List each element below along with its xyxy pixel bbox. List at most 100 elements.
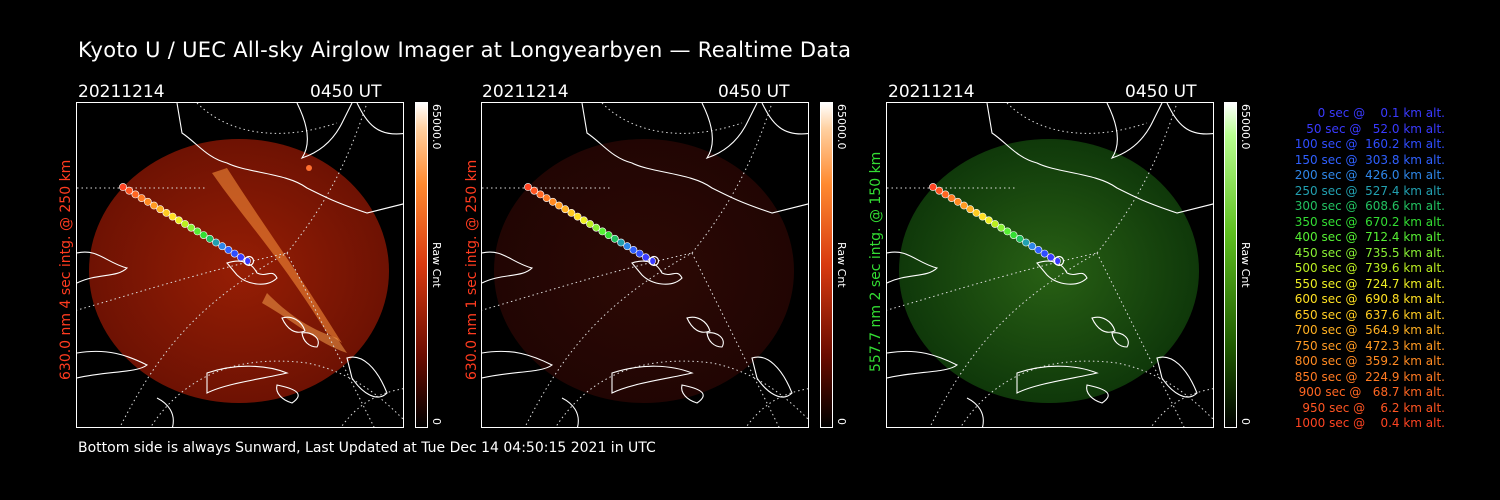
grid-line [601, 103, 743, 134]
panel-3-colorbar-max: 65000.0 [1239, 104, 1252, 150]
trajectory-point [1009, 231, 1018, 239]
trajectory-point [174, 216, 183, 225]
panel-1-side-label: 630.0 nm 4 sec intg. @ 250 km [58, 159, 74, 380]
coastline [482, 350, 554, 379]
coastline [1091, 316, 1116, 333]
trajectory-point [1022, 238, 1030, 247]
star-spot [306, 165, 312, 171]
grid-line [77, 252, 288, 311]
grid-line [1096, 252, 1185, 427]
station-marker [648, 255, 660, 267]
trajectory-point [984, 216, 993, 225]
station-marker [243, 255, 255, 267]
trajectory-point [1040, 249, 1049, 258]
trajectory-point [641, 253, 650, 262]
legend-entry: 700 sec @ 564.9 km alt. [1290, 323, 1445, 337]
trajectory-point [960, 201, 968, 210]
panel-2-time: 0450 UT [718, 82, 790, 102]
trajectory-point [935, 186, 944, 195]
legend-entry: 250 sec @ 527.4 km alt. [1290, 183, 1445, 198]
legend-entry: 150 sec @ 303.8 km alt. [1290, 152, 1445, 167]
trajectory-point [143, 197, 152, 206]
trajectory-point [236, 253, 245, 262]
trajectory-point [629, 245, 638, 254]
coastline [887, 350, 959, 379]
coastline [1086, 384, 1109, 404]
coastline [156, 397, 174, 427]
trajectory-point [972, 209, 981, 217]
panel-1-time: 0450 UT [310, 82, 382, 102]
grid-line [119, 252, 288, 427]
panel-3-colorbar-unit: Raw Cnt [1239, 242, 1252, 288]
legend-entry: 300 sec @ 608.6 km alt. [1290, 199, 1445, 213]
coastline [706, 332, 724, 348]
legend-entry: 1000 sec @ 0.4 km alt. [1294, 416, 1445, 430]
grid-line [691, 252, 780, 427]
trajectory-point [137, 194, 146, 202]
panel-1-colorbar-unit: Raw Cnt [430, 242, 443, 288]
trajectory-point [635, 249, 644, 258]
panel-2-colorbar-max: 65000.0 [835, 104, 848, 150]
panel-2-side-label: 630.0 nm 1 sec intg. @ 250 km [464, 159, 480, 380]
trajectory-point [125, 186, 134, 195]
trajectory-point [953, 197, 962, 206]
coastline [206, 365, 289, 394]
legend-entry: 950 sec @ 6.2 km alt. [1298, 400, 1445, 415]
coastline [176, 103, 403, 214]
coastline [1106, 103, 1163, 160]
coastline [681, 384, 704, 404]
trajectory-point [193, 227, 202, 236]
coastline [356, 103, 403, 135]
grid-line [1096, 103, 1178, 254]
trajectory-point [1028, 242, 1037, 251]
trajectory-point [610, 234, 619, 243]
trajectory-point [929, 183, 937, 191]
coastline [77, 251, 129, 284]
grid-line [482, 252, 693, 311]
coastline [77, 350, 149, 379]
trajectory-point [156, 205, 165, 214]
trajectory-point [997, 223, 1006, 232]
grid-line [960, 360, 1213, 427]
coastline [296, 103, 353, 160]
legend-entry: 200 sec @ 426.0 km alt. [1290, 168, 1445, 182]
legend-entry: 0 sec @ 0.1 km alt. [1306, 106, 1445, 120]
trajectory-point [150, 201, 158, 210]
panel-2-image [481, 102, 809, 428]
grid-line [524, 252, 693, 427]
coastline [1166, 103, 1213, 135]
panel-2-colorbar-unit: Raw Cnt [835, 242, 848, 288]
trajectory-point [623, 242, 632, 251]
trajectory-point [530, 186, 539, 195]
grid-line [745, 388, 808, 427]
legend-entry: 50 sec @ 52.0 km alt. [1298, 121, 1445, 136]
panel-3-time: 0450 UT [1125, 82, 1197, 102]
trajectory-point [205, 234, 214, 243]
grid-line [929, 252, 1098, 427]
trajectory-point [592, 223, 601, 232]
panel-2-colorbar-min: 0 [835, 418, 848, 425]
trajectory-point [573, 212, 582, 221]
trajectory-point [617, 238, 625, 247]
trajectory-point [555, 201, 563, 210]
trajectory-point [212, 238, 220, 247]
sky-image [89, 139, 389, 403]
trajectory-point [119, 183, 127, 191]
grid-line [1006, 103, 1148, 134]
panel-1-colorbar-max: 65000.0 [430, 104, 443, 150]
panel-1-colorbar-min: 0 [430, 418, 443, 425]
trajectory-point [187, 223, 196, 232]
legend-entry: 850 sec @ 224.9 km alt. [1290, 369, 1445, 384]
coastline [301, 332, 319, 348]
trajectory-point [524, 183, 532, 191]
panel-3-date: 20211214 [888, 82, 975, 102]
trajectory-point [1034, 245, 1043, 254]
coastline [611, 365, 694, 394]
panel-3-side-label: 557.7 nm 2 sec intg. @ 150 km [868, 151, 884, 372]
aurora-arc [212, 168, 342, 343]
trajectory-point [1015, 234, 1024, 243]
trajectory-point [947, 194, 956, 202]
trajectory-point [224, 245, 233, 254]
grid-line [1150, 388, 1213, 427]
trajectory-point [162, 209, 171, 217]
